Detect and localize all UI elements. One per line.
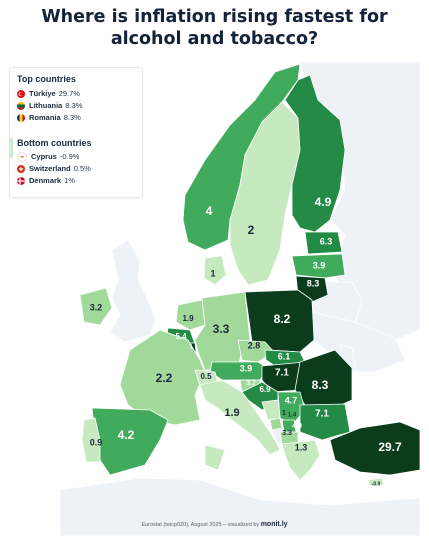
label-germany: 3.3 bbox=[213, 322, 230, 336]
label-turkiye: 29.7 bbox=[378, 440, 402, 454]
lithuania-flag-icon bbox=[17, 101, 25, 110]
country-ireland bbox=[79, 287, 113, 326]
label-france: 2.2 bbox=[156, 371, 173, 385]
country-estonia bbox=[304, 231, 343, 255]
brand-logo[interactable]: monit.ly bbox=[260, 521, 288, 528]
chart-title: Where is inflation rising fastest for al… bbox=[41, 7, 388, 49]
label-slovakia: 6.1 bbox=[278, 351, 291, 361]
label-norway: 4 bbox=[206, 204, 213, 218]
country-portugal bbox=[81, 417, 101, 463]
label-belgium: 5.4 bbox=[175, 332, 187, 341]
country-montenegro bbox=[269, 417, 283, 431]
country-latvia bbox=[291, 253, 346, 279]
label-serbia: 4.7 bbox=[285, 395, 298, 405]
country-netherlands bbox=[175, 299, 206, 331]
legend-row-bottom-3: Denmark 1% bbox=[17, 175, 75, 186]
label-austria: 3.9 bbox=[240, 363, 253, 373]
label-latvia: 3.9 bbox=[313, 260, 326, 270]
footer-source: Eurostat (teicp020), August 2025 – visua… bbox=[141, 522, 260, 528]
label-italy: 1.9 bbox=[224, 407, 239, 419]
label-switzerland: 0.5 bbox=[200, 372, 212, 381]
label-lithuania: 8.3 bbox=[307, 278, 320, 288]
country-france bbox=[119, 329, 206, 426]
country-italy bbox=[199, 379, 281, 471]
legend-row-bottom-2: Switzerland 0.5% bbox=[17, 163, 91, 174]
label-estonia: 6.3 bbox=[320, 236, 333, 246]
country-bosnia bbox=[261, 399, 281, 421]
label-kosovo: 4.9 bbox=[292, 423, 302, 430]
label-ireland: 3.2 bbox=[90, 302, 103, 312]
legend-row-top-2: Lithuania 8.3% bbox=[17, 100, 82, 111]
country-cyprus bbox=[367, 477, 385, 487]
label-romania: 8.3 bbox=[312, 378, 329, 392]
legend-bottom-title: Bottom countries bbox=[17, 138, 92, 148]
label-bosnia: 1 bbox=[282, 410, 286, 417]
countries bbox=[79, 63, 421, 487]
turkey-flag-icon bbox=[17, 89, 25, 98]
footer-attribution: Eurostat (teicp020), August 2025 – visua… bbox=[0, 521, 429, 528]
label-spain: 4.2 bbox=[118, 428, 135, 442]
uk-region bbox=[109, 239, 157, 343]
label-portugal: 0.9 bbox=[90, 437, 103, 447]
label-hungary: 7.1 bbox=[275, 368, 289, 379]
label-greece: 1.3 bbox=[295, 442, 308, 452]
north-africa-region bbox=[59, 477, 421, 536]
country-turkiye bbox=[329, 421, 421, 476]
value-labels: 4 2 4.9 6.3 3.9 8.3 1 3.2 1.9 5.4 1 3.3 … bbox=[90, 195, 402, 487]
label-montenegro: 1.4 bbox=[288, 413, 297, 419]
denmark-flag-icon bbox=[17, 176, 25, 185]
label-sweden: 2 bbox=[248, 223, 255, 237]
label-luxembourg: 1 bbox=[189, 345, 193, 351]
label-denmark: 1 bbox=[210, 268, 215, 278]
country-denmark bbox=[203, 255, 227, 286]
switzerland-flag-icon bbox=[17, 164, 25, 173]
label-north-macedonia: 3.3 bbox=[282, 430, 292, 437]
label-croatia: 6.9 bbox=[259, 385, 271, 394]
label-slovenia: 3.7 bbox=[246, 380, 256, 387]
legend-row-bottom-1: Cyprus -0.9% bbox=[17, 151, 79, 162]
romania-flag-icon bbox=[17, 113, 25, 122]
label-czechia: 2.8 bbox=[248, 340, 261, 350]
country-greece bbox=[281, 439, 321, 481]
legend-row-top-3: Romania 8.3% bbox=[17, 112, 81, 123]
label-netherlands: 1.9 bbox=[182, 314, 194, 323]
label-finland: 4.9 bbox=[315, 195, 332, 209]
legend-top-title: Top countries bbox=[17, 74, 76, 84]
legend-panel: Top countries Türkiye 29.7% Lithuania 8.… bbox=[9, 67, 143, 198]
label-poland: 8.2 bbox=[274, 312, 291, 326]
legend-accent-bar bbox=[10, 138, 13, 158]
label-cyprus: -0.9 bbox=[372, 481, 381, 487]
legend-row-top-1: Türkiye 29.7% bbox=[17, 88, 80, 99]
label-bulgaria: 7.1 bbox=[315, 409, 329, 420]
country-bulgaria bbox=[299, 403, 351, 441]
cyprus-flag-icon bbox=[17, 151, 27, 162]
